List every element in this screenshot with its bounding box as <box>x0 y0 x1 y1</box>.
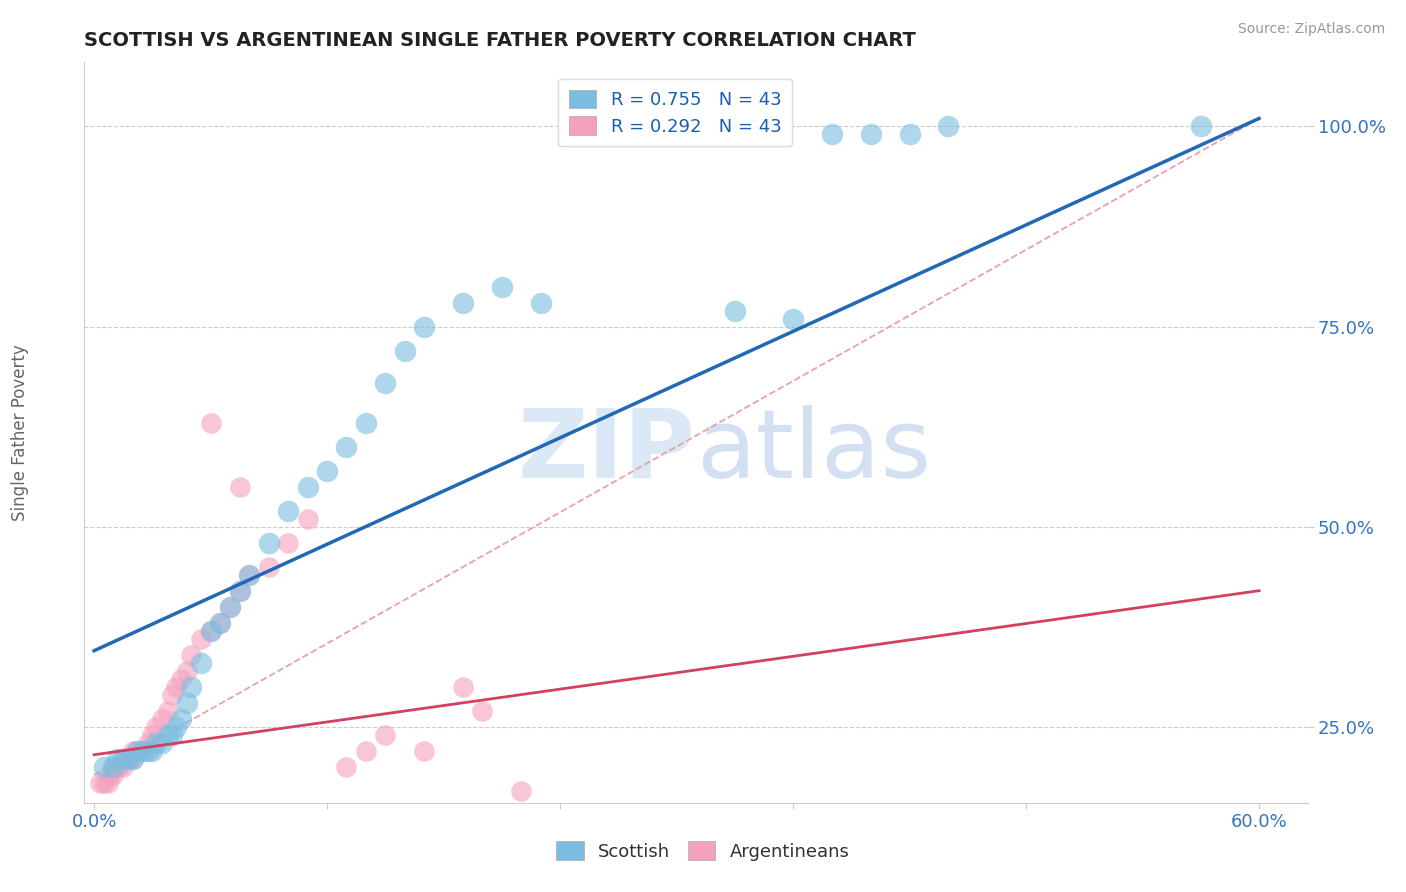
Point <box>190 656 212 670</box>
Text: atlas: atlas <box>696 405 931 498</box>
Point <box>176 664 198 678</box>
Point <box>112 752 135 766</box>
Point <box>98 768 121 782</box>
Point <box>354 744 377 758</box>
Point <box>228 583 250 598</box>
Point <box>125 744 148 758</box>
Text: Source: ZipAtlas.com: Source: ZipAtlas.com <box>1237 22 1385 37</box>
Point <box>898 128 921 142</box>
Point <box>93 776 115 790</box>
Point <box>200 624 222 638</box>
Legend: Scottish, Argentineans: Scottish, Argentineans <box>547 832 859 870</box>
Point <box>491 279 513 293</box>
Text: SCOTTISH VS ARGENTINEAN SINGLE FATHER POVERTY CORRELATION CHART: SCOTTISH VS ARGENTINEAN SINGLE FATHER PO… <box>84 30 917 50</box>
Point <box>335 760 357 774</box>
Point <box>257 535 280 549</box>
Point <box>821 128 844 142</box>
Point <box>209 615 232 630</box>
Point <box>118 752 141 766</box>
Point <box>219 599 242 614</box>
Point <box>297 511 319 525</box>
Point <box>209 615 232 630</box>
Point <box>122 752 145 766</box>
Point <box>108 760 131 774</box>
Point <box>160 728 183 742</box>
Point <box>297 480 319 494</box>
Point <box>471 704 494 718</box>
Point <box>125 744 148 758</box>
Point <box>176 696 198 710</box>
Point <box>530 295 553 310</box>
Point <box>413 744 436 758</box>
Point <box>200 416 222 430</box>
Point <box>394 343 416 358</box>
Point <box>103 760 125 774</box>
Point <box>165 720 187 734</box>
Point <box>510 784 533 798</box>
Point <box>141 744 163 758</box>
Point <box>150 736 173 750</box>
Point <box>156 704 179 718</box>
Point <box>238 567 260 582</box>
Point <box>413 319 436 334</box>
Point <box>114 752 136 766</box>
Point <box>200 624 222 638</box>
Point <box>165 680 187 694</box>
Point <box>160 688 183 702</box>
Legend: R = 0.755   N = 43, R = 0.292   N = 43: R = 0.755 N = 43, R = 0.292 N = 43 <box>558 78 792 146</box>
Point <box>156 728 179 742</box>
Point <box>451 680 474 694</box>
Point <box>141 728 163 742</box>
Point <box>257 559 280 574</box>
Point <box>190 632 212 646</box>
Point <box>335 440 357 454</box>
Point <box>219 599 242 614</box>
Point <box>150 712 173 726</box>
Point <box>724 303 747 318</box>
Point <box>138 736 160 750</box>
Point <box>103 768 125 782</box>
Point <box>354 416 377 430</box>
Point <box>938 120 960 134</box>
Point <box>316 464 339 478</box>
Point <box>374 376 396 390</box>
Point <box>112 760 135 774</box>
Text: ZIP: ZIP <box>517 405 696 498</box>
Point <box>1189 120 1212 134</box>
Point <box>277 503 299 517</box>
Point <box>180 680 202 694</box>
Point <box>122 752 145 766</box>
Point <box>170 672 193 686</box>
Point <box>93 760 115 774</box>
Point <box>131 744 153 758</box>
Point <box>118 752 141 766</box>
Point <box>105 760 128 774</box>
Point <box>131 744 153 758</box>
Point <box>103 760 125 774</box>
Point <box>97 776 120 790</box>
Point <box>859 128 882 142</box>
Point <box>451 295 474 310</box>
Point <box>277 535 299 549</box>
Point <box>138 744 160 758</box>
Point <box>122 744 145 758</box>
Point <box>145 720 167 734</box>
Point <box>228 480 250 494</box>
Point <box>238 567 260 582</box>
Point <box>180 648 202 662</box>
Point <box>145 736 167 750</box>
Point <box>89 776 111 790</box>
Point <box>228 583 250 598</box>
Point <box>170 712 193 726</box>
Point <box>782 311 804 326</box>
Y-axis label: Single Father Poverty: Single Father Poverty <box>11 344 28 521</box>
Point <box>105 752 128 766</box>
Point <box>374 728 396 742</box>
